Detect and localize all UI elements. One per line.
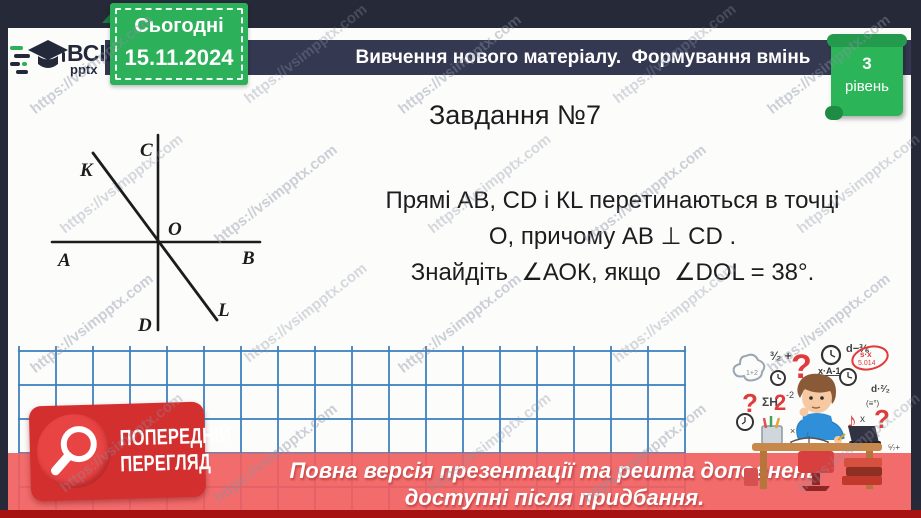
preview-line-1: ПОПЕРЕДНІЙ bbox=[119, 422, 232, 451]
label-C: C bbox=[140, 140, 153, 161]
problem-line-1: Прямі АВ, СD і КL перетинаються в точці bbox=[385, 187, 840, 214]
desk-leg-left bbox=[760, 451, 767, 489]
boy-shirt bbox=[799, 413, 837, 440]
label-D: D bbox=[137, 315, 152, 336]
fraction-doodle: ³⁄₂ + bbox=[770, 349, 792, 363]
desk-top bbox=[752, 443, 882, 451]
scroll-bottom-curl bbox=[825, 106, 843, 120]
geometry-figure: C K O A B D L bbox=[50, 133, 262, 336]
boy-eye-left bbox=[809, 396, 813, 400]
pencil-in-hand bbox=[837, 433, 846, 441]
book-stack-1 bbox=[842, 476, 882, 485]
today-date-badge: Сьогодні 15.11.2024 bbox=[110, 3, 248, 85]
today-date: 15.11.2024 bbox=[124, 45, 234, 70]
label-L: L bbox=[217, 300, 230, 321]
label-A: A bbox=[57, 250, 71, 271]
today-label: Сьогодні bbox=[134, 15, 224, 37]
logo-sub-text: pptx bbox=[70, 62, 98, 77]
circled-text-2: 5.014 bbox=[858, 360, 876, 367]
bcim-pptx-logo: ВСІМ pptx bbox=[10, 34, 125, 82]
lesson-stage-title: Вивчення нового матеріалу. Формування вм… bbox=[355, 46, 811, 68]
pencil-orange bbox=[774, 417, 781, 429]
formula-d36: d−³⁄₆ bbox=[846, 343, 870, 355]
label-B: B bbox=[241, 248, 255, 269]
graduation-cap-icon bbox=[10, 40, 68, 74]
question-mark-right: ? bbox=[874, 404, 890, 434]
red-two: 2 bbox=[774, 390, 786, 415]
formula-d22: d·²⁄₂ bbox=[871, 384, 890, 395]
label-K: K bbox=[79, 160, 94, 181]
boy-fringe bbox=[798, 375, 833, 394]
formula-small: (≡°) bbox=[866, 399, 880, 408]
cloud-doodle bbox=[732, 353, 766, 382]
book-stack-2 bbox=[846, 467, 882, 476]
problem-text: Прямі АВ, СD і КL перетинаються в точці … bbox=[340, 183, 885, 291]
scroll-top-curl bbox=[827, 34, 907, 47]
clock-hands-4 bbox=[741, 417, 746, 425]
level-number: 3 bbox=[862, 54, 872, 73]
chair-base bbox=[802, 486, 830, 491]
boy-hand-chin bbox=[799, 407, 809, 417]
level-label: рівень bbox=[845, 78, 889, 95]
circled-text: s·x bbox=[860, 350, 872, 359]
purchase-banner-line-2: доступні після придбання. bbox=[404, 485, 705, 510]
clock-hands-1 bbox=[830, 350, 836, 358]
preview-badge: ПОПЕРЕДНІЙ ПЕРЕГЛЯД bbox=[28, 401, 231, 502]
boy-eye-right bbox=[820, 396, 824, 400]
line-KL bbox=[91, 151, 219, 322]
task-title: Завдання №7 bbox=[428, 100, 602, 130]
label-O: O bbox=[168, 219, 182, 240]
formula-h: ΣH bbox=[762, 395, 778, 409]
level-scroll-badge: 3 рівень bbox=[825, 34, 907, 120]
boy-mouth bbox=[811, 406, 821, 409]
problem-line-3: Знайдіть ∠АОК, якщо ∠DOL = 38°. bbox=[410, 259, 815, 286]
today-badge-dashed-border bbox=[115, 8, 243, 80]
music-note: ♪ bbox=[846, 408, 857, 433]
clock-hands-3 bbox=[847, 372, 853, 379]
laptop bbox=[848, 426, 879, 443]
problem-line-2: О, причому АВ ⊥ СD . bbox=[488, 223, 737, 250]
exp-doodle: -2 bbox=[786, 390, 794, 400]
formula-a1: x·A-1 bbox=[818, 366, 841, 376]
scroll-body bbox=[831, 34, 903, 116]
clock-hands-2 bbox=[777, 374, 782, 380]
question-mark-left: ? bbox=[742, 388, 758, 418]
chair-post bbox=[812, 473, 820, 485]
x-doodle: x bbox=[860, 414, 865, 425]
cloud-formula: 1+2 bbox=[746, 370, 758, 377]
magnifier-circle bbox=[35, 413, 112, 490]
book-stack-3 bbox=[844, 458, 882, 467]
pencil-red bbox=[762, 417, 768, 429]
thinking-boy-illustration: 1+2 ³⁄₂ + ? d−³⁄₆ s·x 5.014 x·A-1 ? ΣH 2… bbox=[732, 343, 900, 491]
trash-bin bbox=[744, 468, 758, 486]
preview-line-2: ПЕРЕГЛЯД bbox=[120, 449, 212, 477]
chair-back bbox=[798, 451, 834, 473]
pencil-cup bbox=[761, 425, 783, 445]
bottom-strip bbox=[0, 510, 921, 518]
purchase-banner-line-1: Повна версія презентації та решта доповн… bbox=[289, 458, 820, 483]
preview-badge-text: ПОПЕРЕДНІЙ ПЕРЕГЛЯД bbox=[119, 423, 232, 478]
frac-small: ⁵⁄₇+ bbox=[888, 443, 900, 452]
red-circled-formula bbox=[851, 345, 889, 371]
magnifier-icon bbox=[51, 426, 97, 476]
